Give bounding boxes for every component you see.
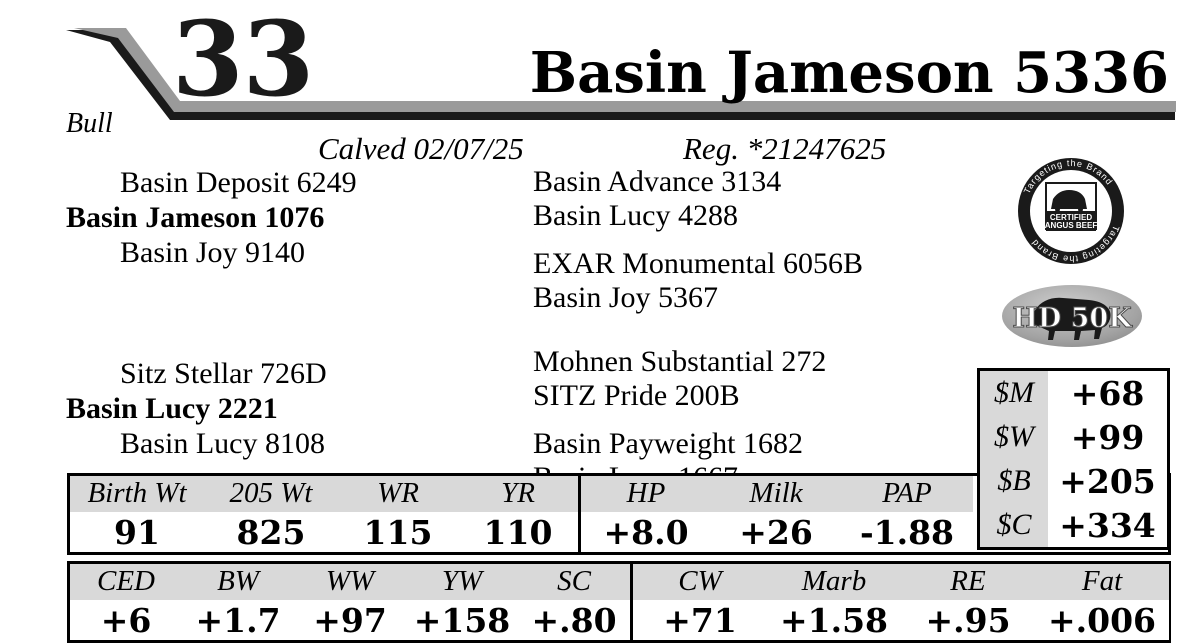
epd-header-hp: HP — [626, 476, 666, 509]
epd-value-205-wt: 825 — [236, 512, 306, 552]
banner-swoosh-icon — [66, 28, 1176, 120]
epd-segment-growth: CED BW WW YW SC +6 +1.7 +97 +158 +.80 — [70, 564, 630, 640]
epd-header-205-wt: 205 Wt — [229, 476, 313, 509]
epd-header-yr: YR — [501, 476, 535, 509]
epd-header-cw: CW — [678, 564, 722, 597]
registration-number: Reg. *21247625 — [683, 131, 887, 166]
epd-value-bw: +1.7 — [195, 600, 281, 640]
pedigree-parents-column: Basin Deposit 6249 Basin Jameson 1076 Ba… — [60, 165, 520, 461]
epd-value-milk: +26 — [739, 512, 813, 552]
epd-header-milk: Milk — [749, 476, 803, 509]
epd-value-birth-wt: 91 — [114, 512, 160, 552]
dam-sire-sire-name: Mohnen Substantial 272 — [533, 345, 827, 378]
calved-date: Calved 02/07/25 — [318, 131, 524, 166]
dollar-index-value: +205 — [1059, 461, 1156, 501]
epd-header-re: RE — [950, 564, 986, 597]
epd-header-ww: WW — [325, 564, 375, 597]
pedigree-column-gap-2 — [60, 308, 520, 356]
sex-label: Bull — [66, 108, 113, 139]
dollar-index-label: $W — [980, 415, 1048, 459]
epd-header-row: CED BW WW YW SC — [70, 564, 630, 600]
dollar-index-row: $M +68 — [980, 371, 1167, 415]
dam-sire-name: Sitz Stellar 726D — [120, 357, 327, 390]
pedigree-grandparents-column: Basin Advance 3134 Basin Lucy 4288 EXAR … — [533, 165, 983, 495]
epd-value-sc: +.80 — [531, 600, 617, 640]
dollar-index-row: $W +99 — [980, 415, 1167, 459]
certified-angus-beef-logo: Targeting the Brand Targeting the Brand … — [991, 155, 1151, 267]
epd-value-yr: 110 — [483, 512, 553, 552]
dollar-index-value: +334 — [1059, 505, 1156, 545]
sire-dam-dam-name: Basin Joy 5367 — [533, 281, 719, 314]
epd-value-cw: +71 — [663, 600, 737, 640]
dollar-index-label: $B — [980, 459, 1048, 503]
epd-header-sc: SC — [557, 564, 591, 597]
sire-sire-sire-name: Basin Advance 3134 — [533, 165, 782, 198]
epd-header-yw: YW — [441, 564, 483, 597]
epd-value-fat: +.006 — [1047, 600, 1157, 640]
header-banner-graphic — [0, 0, 1197, 135]
lot-number: 33 — [172, 0, 314, 120]
epd-table-row-2: CED BW WW YW SC +6 +1.7 +97 +158 +.80 CW — [67, 561, 1171, 643]
sire-sire-dam-name: Basin Lucy 4288 — [533, 199, 738, 232]
hd-50k-logo: HD 50K — [997, 281, 1147, 351]
sire-dam-name: Basin Joy 9140 — [120, 236, 306, 269]
svg-text:CERTIFIED: CERTIFIED — [1050, 213, 1092, 222]
sire-dam-sire-name: EXAR Monumental 6056B — [533, 247, 863, 280]
epd-value-pap: -1.88 — [859, 512, 955, 552]
epd-header-row: CW Marb RE Fat — [633, 564, 1169, 600]
dollar-index-row: $B +205 — [980, 459, 1167, 503]
epd-header-fat: Fat — [1081, 564, 1123, 597]
epd-segment-carcass: CW Marb RE Fat +71 +1.58 +.95 +.006 — [630, 564, 1169, 640]
dam-dam-name: Basin Lucy 8108 — [120, 427, 325, 460]
sire-sire-name: Basin Deposit 6249 — [120, 166, 357, 199]
epd-header-pap: PAP — [882, 476, 932, 509]
epd-value-wr: 115 — [363, 512, 433, 552]
epd-value-row: 91 825 115 110 — [70, 512, 578, 552]
epd-segment-performance: Birth Wt 205 Wt WR YR 91 825 115 110 — [70, 476, 578, 552]
pedigree-column-gap — [60, 270, 520, 308]
svg-text:ANGUS BEEF: ANGUS BEEF — [1045, 221, 1098, 230]
dollar-index-value: +68 — [1070, 373, 1145, 413]
epd-header-birth-wt: Birth Wt — [87, 476, 187, 509]
grandparent-gap-1 — [533, 233, 983, 247]
dollar-index-label: $M — [980, 371, 1048, 415]
hd-50k-label: HD 50K — [1012, 303, 1133, 334]
epd-header-marb: Marb — [801, 564, 867, 597]
epd-value-hp: +8.0 — [603, 512, 689, 552]
epd-segment-maternal: HP Milk PAP +8.0 +26 -1.88 — [578, 476, 973, 552]
dam-sire-dam-name: SITZ Pride 200B — [533, 379, 740, 412]
dollar-index-value: +99 — [1070, 417, 1145, 457]
dollar-index-label: $C — [980, 503, 1048, 547]
epd-value-ww: +97 — [313, 600, 387, 640]
epd-value-row: +8.0 +26 -1.88 — [581, 512, 973, 552]
grandparent-gap-2 — [533, 315, 983, 345]
epd-header-bw: BW — [217, 564, 259, 597]
epd-value-re: +.95 — [925, 600, 1011, 640]
epd-header-wr: WR — [377, 476, 419, 509]
epd-value-row: +71 +1.58 +.95 +.006 — [633, 600, 1169, 640]
epd-value-row: +6 +1.7 +97 +158 +.80 — [70, 600, 630, 640]
epd-value-marb: +1.58 — [779, 600, 889, 640]
dam-name: Basin Lucy 2221 — [66, 392, 278, 425]
pedigree: Basin Deposit 6249 Basin Jameson 1076 Ba… — [0, 165, 1197, 494]
epd-value-ced: +6 — [100, 600, 152, 640]
dollar-index-row: $C +334 — [980, 503, 1167, 547]
epd-header-row: Birth Wt 205 Wt WR YR — [70, 476, 578, 512]
dam-dam-sire-name: Basin Payweight 1682 — [533, 427, 803, 460]
sire-name: Basin Jameson 1076 — [66, 201, 325, 234]
epd-header-ced: CED — [97, 564, 155, 597]
dollar-index-box: $M +68 $W +99 $B +205 $C +334 — [977, 368, 1170, 550]
grandparent-gap-3 — [533, 413, 983, 427]
animal-name: Basin Jameson 5336 — [529, 40, 1169, 106]
lot-header: 33 Bull Basin Jameson 5336 — [0, 0, 1197, 139]
epd-header-row: HP Milk PAP — [581, 476, 973, 512]
epd-value-yw: +158 — [413, 600, 511, 640]
